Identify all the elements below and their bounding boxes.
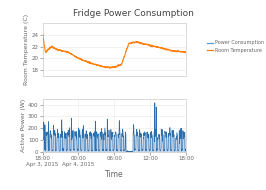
Y-axis label: Active Power (W): Active Power (W) [21,99,26,152]
Legend: Power Consumption, Room Temperature: Power Consumption, Room Temperature [207,40,264,53]
Y-axis label: Room Temperature (C): Room Temperature (C) [24,14,29,85]
Text: Fridge Power Consumption: Fridge Power Consumption [73,10,193,18]
X-axis label: Time: Time [105,170,124,179]
